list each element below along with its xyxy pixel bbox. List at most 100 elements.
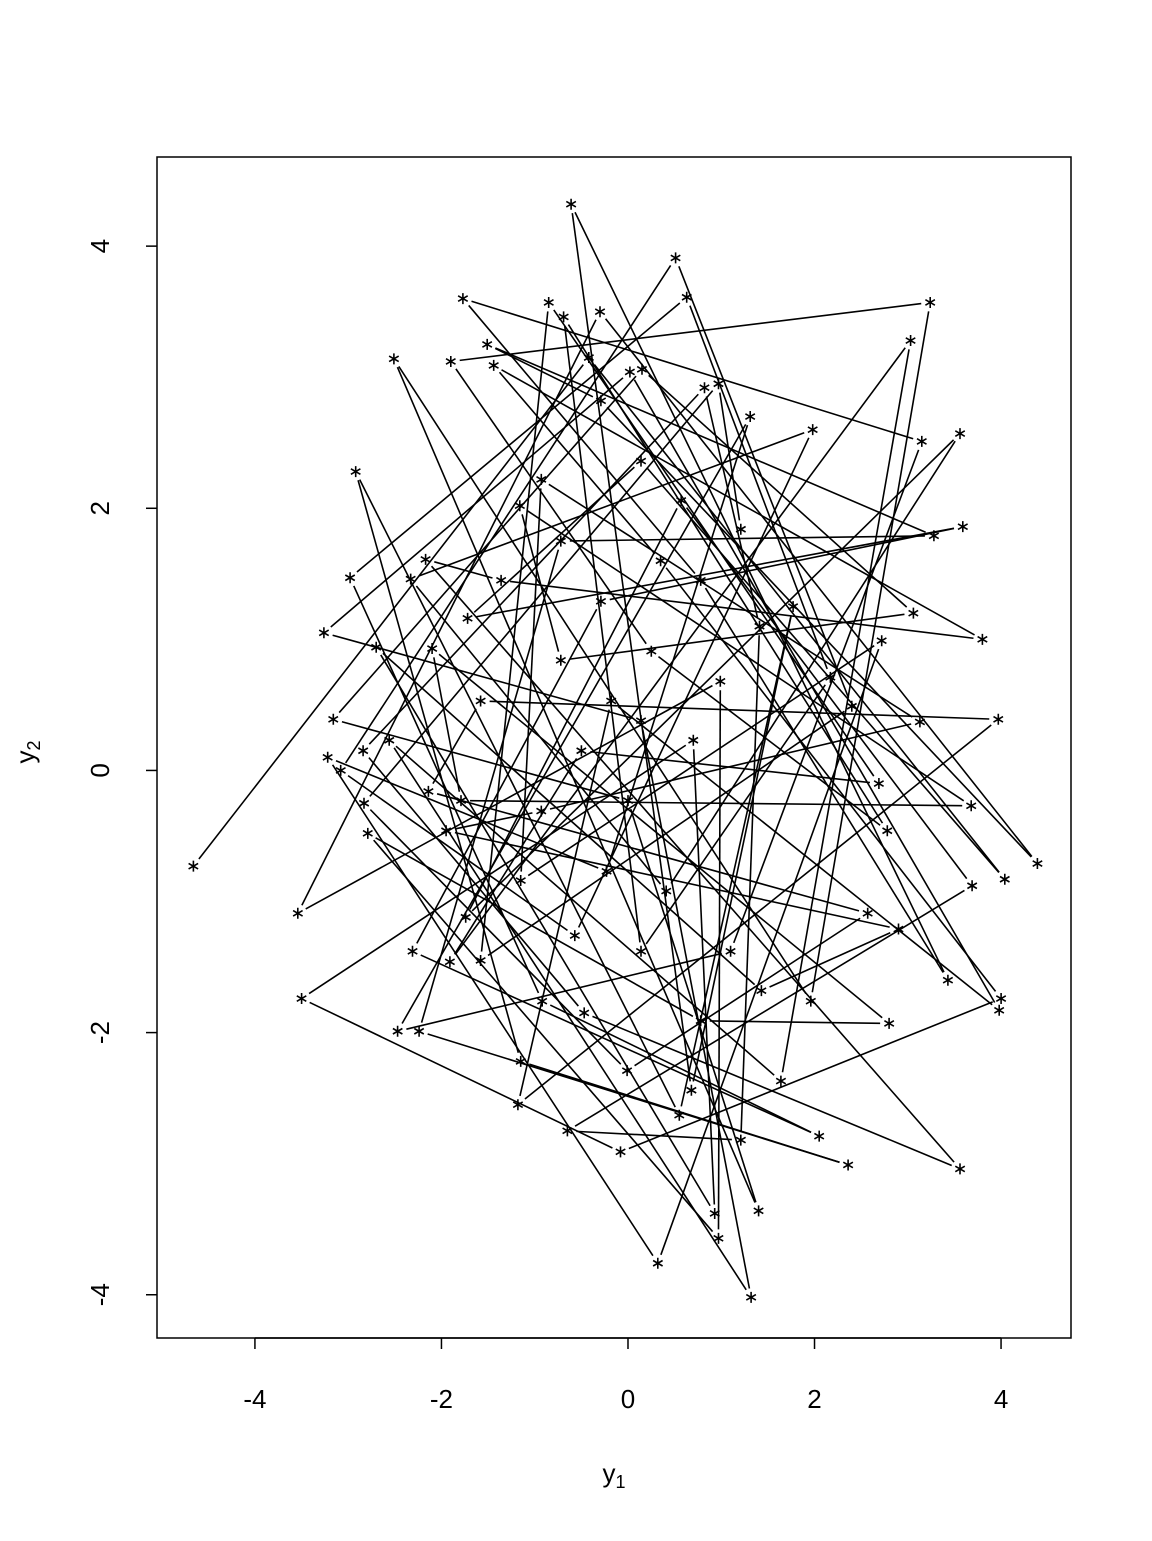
data-point [536,805,547,817]
data-point [670,252,681,264]
y-tick-label: 0 [85,763,115,777]
series-segment [526,509,965,802]
data-point [362,827,373,839]
data-point [328,713,339,725]
series-segment [571,212,691,1082]
data-point [652,1257,664,1269]
y-tick-label: -4 [85,1283,115,1306]
data-point [787,601,799,613]
data-point [846,700,858,712]
series-segment [380,654,711,1207]
data-point [420,553,431,565]
data-point [681,291,692,303]
data-point [756,985,767,997]
data-point [636,363,648,375]
series-segment [344,265,672,764]
data-point [457,293,469,305]
data-point [536,473,547,485]
data-point [488,359,499,371]
series-segment [469,508,678,910]
series-segment [395,745,775,1076]
series-segment [641,729,751,1289]
series-segment [470,799,963,807]
data-point [370,641,382,653]
x-tick-label: 2 [807,1384,821,1414]
data-point [562,1125,573,1137]
data-point [686,1084,697,1096]
series-segment [396,366,756,1203]
series-segment [692,749,716,1205]
data-point [495,574,507,586]
series-segment [406,952,723,1030]
series-segment [420,954,812,1134]
series-segment [454,831,890,928]
data-point [709,1208,720,1219]
data-point [615,1146,626,1158]
x-axis-label: y1 [602,1458,625,1492]
series-segment [680,615,792,1107]
data-point [942,974,954,986]
data-point [512,1099,524,1111]
series-segment [368,757,579,1007]
data-point [713,378,724,390]
y-tick-label: -2 [85,1021,115,1044]
data-point [699,382,710,394]
series-segment [577,437,810,928]
series-segment [685,507,968,880]
data-point [873,778,885,789]
series-segment [553,309,875,777]
series-segment [648,374,908,608]
data-point [674,1109,685,1121]
series-segment [769,932,891,988]
data-point [576,745,587,757]
x-axis-label-sub: 1 [615,1472,625,1492]
series-segment [330,377,624,628]
data-point [413,1025,425,1037]
data-marks [188,198,1043,1303]
series-segment [590,750,871,784]
data-point [876,635,887,647]
data-point [622,795,634,807]
series-segment [198,364,584,860]
series-segment [634,917,861,1067]
series-segment [670,440,956,884]
series-segment [705,396,759,618]
series-segment [527,644,875,877]
data-point [583,352,595,363]
data-point [350,466,361,478]
data-point [745,1291,757,1303]
series-segment [692,615,793,1082]
data-point [594,306,606,318]
series-segment [331,764,654,1257]
data-point [455,795,467,807]
data-point [661,885,672,897]
data-point [735,523,747,535]
series-segment [356,302,681,573]
series-segment [628,1001,994,1150]
series-segment [645,684,826,945]
series-segment [357,480,520,1053]
data-point [924,297,936,308]
data-point [995,993,1007,1004]
series-segment [308,744,687,995]
data-point [543,297,554,308]
data-point [426,643,438,654]
data-point [635,945,647,957]
data-point [825,671,836,683]
series-segment [455,368,647,645]
series-segment [375,837,694,1018]
series-segment [606,406,1032,858]
plot-frame [156,156,1072,1339]
series-segment [347,774,568,932]
data-point [993,713,1004,725]
series-segment [719,392,741,521]
series-segment [373,839,714,1233]
series-segment [519,709,610,1097]
data-point [977,633,988,645]
series-segment [480,311,549,952]
data-point [475,955,486,966]
series-segment [401,423,747,1024]
x-tick-label: 0 [621,1384,635,1414]
data-point [460,911,471,923]
series-segment [459,302,922,362]
